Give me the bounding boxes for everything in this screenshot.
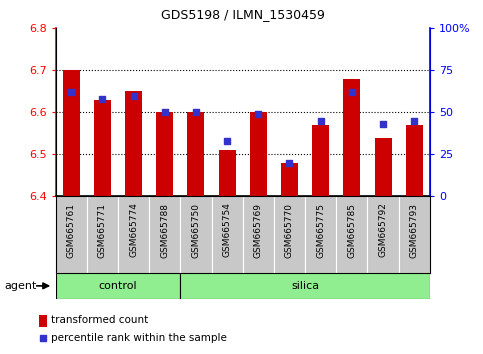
Bar: [368, 196, 398, 273]
Text: GSM665792: GSM665792: [379, 202, 387, 257]
Point: [379, 121, 387, 127]
Bar: [312, 125, 329, 196]
Text: GSM665769: GSM665769: [254, 202, 263, 258]
Bar: [250, 113, 267, 196]
Text: GSM665788: GSM665788: [160, 202, 169, 258]
Text: silica: silica: [291, 281, 319, 291]
Point: [223, 138, 231, 144]
Text: control: control: [99, 281, 137, 291]
Bar: [118, 196, 149, 273]
Bar: [63, 70, 80, 196]
Bar: [56, 273, 180, 299]
Text: GSM665771: GSM665771: [98, 202, 107, 258]
Point: [161, 110, 169, 115]
Bar: [94, 100, 111, 196]
Point: [67, 90, 75, 95]
Bar: [336, 196, 368, 273]
Text: GSM665775: GSM665775: [316, 202, 325, 258]
Text: agent: agent: [5, 281, 37, 291]
Bar: [87, 196, 118, 273]
Bar: [398, 196, 430, 273]
Bar: [212, 196, 242, 273]
Bar: [180, 196, 212, 273]
Point: [129, 93, 137, 98]
Text: GDS5198 / ILMN_1530459: GDS5198 / ILMN_1530459: [161, 8, 325, 21]
Text: transformed count: transformed count: [51, 315, 148, 325]
Bar: [406, 125, 423, 196]
Point: [411, 118, 418, 124]
Point: [285, 160, 293, 166]
Bar: [149, 196, 180, 273]
Bar: [218, 150, 236, 196]
Bar: [281, 163, 298, 196]
Point: [99, 96, 106, 102]
Bar: [187, 113, 204, 196]
Point: [348, 90, 356, 95]
Bar: [343, 79, 360, 196]
Bar: [305, 196, 336, 273]
Bar: [374, 138, 392, 196]
Bar: [125, 91, 142, 196]
Bar: [180, 273, 430, 299]
Bar: [242, 196, 274, 273]
Bar: [156, 113, 173, 196]
Text: GSM665754: GSM665754: [223, 202, 232, 257]
Text: percentile rank within the sample: percentile rank within the sample: [51, 333, 227, 343]
Point: [40, 335, 47, 341]
Text: GSM665774: GSM665774: [129, 202, 138, 257]
Text: GSM665750: GSM665750: [191, 202, 200, 258]
Bar: [274, 196, 305, 273]
Text: GSM665770: GSM665770: [285, 202, 294, 258]
Text: GSM665793: GSM665793: [410, 202, 419, 258]
Text: GSM665785: GSM665785: [347, 202, 356, 258]
Text: GSM665761: GSM665761: [67, 202, 76, 258]
Point: [192, 110, 200, 115]
Point: [255, 111, 262, 117]
Bar: [56, 196, 87, 273]
Point: [317, 118, 325, 124]
